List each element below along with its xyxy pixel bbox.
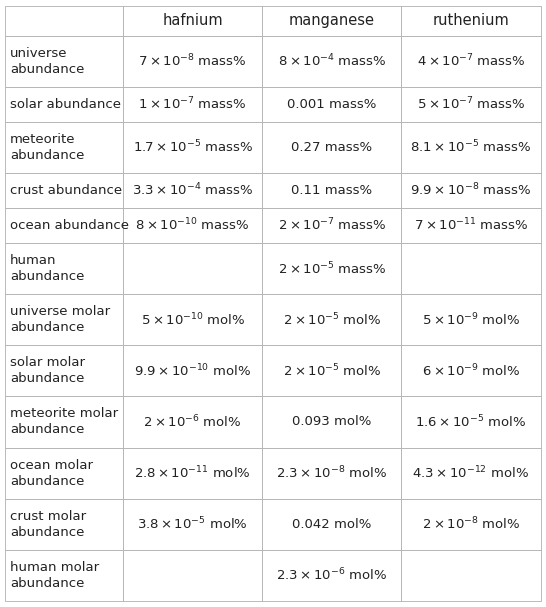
Bar [5, 498, 123, 550]
Bar [262, 173, 401, 208]
Text: ocean abundance: ocean abundance [10, 219, 129, 232]
Bar [5, 243, 123, 294]
Bar [262, 6, 401, 36]
Text: $2.8\times10^{-11}$ mol%: $2.8\times10^{-11}$ mol% [134, 465, 251, 481]
Text: hafnium: hafnium [162, 13, 223, 29]
Bar [123, 36, 262, 87]
Bar [401, 294, 541, 345]
Bar [401, 6, 541, 36]
Bar [262, 345, 401, 396]
Bar [123, 87, 262, 122]
Text: ocean molar
abundance: ocean molar abundance [10, 458, 93, 487]
Text: $2\times10^{-5}$ mass%: $2\times10^{-5}$ mass% [277, 260, 386, 277]
Text: $2\times10^{-5}$ mol%: $2\times10^{-5}$ mol% [283, 362, 381, 379]
Bar [5, 87, 123, 122]
Bar [5, 6, 123, 36]
Text: $8\times10^{-4}$ mass%: $8\times10^{-4}$ mass% [277, 53, 386, 70]
Bar [5, 36, 123, 87]
Bar [262, 498, 401, 550]
Text: $7\times10^{-8}$ mass%: $7\times10^{-8}$ mass% [139, 53, 247, 70]
Bar [262, 87, 401, 122]
Text: $3.8\times10^{-5}$ mol%: $3.8\times10^{-5}$ mol% [138, 516, 248, 532]
Text: 0.11 mass%: 0.11 mass% [292, 184, 372, 197]
Bar [262, 447, 401, 498]
Text: solar molar
abundance: solar molar abundance [10, 356, 85, 385]
Bar [262, 396, 401, 447]
Bar [123, 447, 262, 498]
Text: $3.3\times10^{-4}$ mass%: $3.3\times10^{-4}$ mass% [132, 182, 253, 198]
Bar [262, 208, 401, 243]
Bar [401, 447, 541, 498]
Text: meteorite
abundance: meteorite abundance [10, 133, 84, 162]
Bar [401, 243, 541, 294]
Text: 0.042 mol%: 0.042 mol% [292, 518, 371, 531]
Bar [401, 173, 541, 208]
Text: manganese: manganese [289, 13, 375, 29]
Bar [5, 208, 123, 243]
Bar [123, 345, 262, 396]
Bar [123, 243, 262, 294]
Text: human
abundance: human abundance [10, 254, 84, 283]
Text: $2\times10^{-7}$ mass%: $2\times10^{-7}$ mass% [277, 217, 386, 234]
Bar [123, 208, 262, 243]
Text: universe
abundance: universe abundance [10, 47, 84, 76]
Text: $2\times10^{-8}$ mol%: $2\times10^{-8}$ mol% [422, 516, 520, 532]
Text: $2.3\times10^{-8}$ mol%: $2.3\times10^{-8}$ mol% [276, 465, 388, 481]
Bar [123, 498, 262, 550]
Text: $9.9\times10^{-8}$ mass%: $9.9\times10^{-8}$ mass% [411, 182, 532, 198]
Text: $4\times10^{-7}$ mass%: $4\times10^{-7}$ mass% [417, 53, 525, 70]
Text: $1.7\times10^{-5}$ mass%: $1.7\times10^{-5}$ mass% [133, 139, 253, 155]
Bar [401, 498, 541, 550]
Text: $4.3\times10^{-12}$ mol%: $4.3\times10^{-12}$ mol% [412, 465, 530, 481]
Bar [5, 396, 123, 447]
Bar [123, 6, 262, 36]
Text: crust molar
abundance: crust molar abundance [10, 510, 86, 539]
Bar [262, 550, 401, 601]
Text: crust abundance: crust abundance [10, 184, 122, 197]
Text: $6\times10^{-9}$ mol%: $6\times10^{-9}$ mol% [422, 362, 520, 379]
Bar [262, 36, 401, 87]
Bar [5, 447, 123, 498]
Text: $7\times10^{-11}$ mass%: $7\times10^{-11}$ mass% [414, 217, 528, 234]
Text: $2\times10^{-6}$ mol%: $2\times10^{-6}$ mol% [144, 413, 242, 430]
Text: ruthenium: ruthenium [432, 13, 509, 29]
Bar [262, 294, 401, 345]
Text: meteorite molar
abundance: meteorite molar abundance [10, 407, 118, 436]
Text: 0.27 mass%: 0.27 mass% [292, 141, 372, 154]
Text: $2\times10^{-5}$ mol%: $2\times10^{-5}$ mol% [283, 311, 381, 328]
Text: 0.001 mass%: 0.001 mass% [287, 98, 377, 111]
Text: $5\times10^{-7}$ mass%: $5\times10^{-7}$ mass% [417, 96, 525, 113]
Text: $8.1\times10^{-5}$ mass%: $8.1\times10^{-5}$ mass% [411, 139, 532, 155]
Bar [5, 173, 123, 208]
Bar [401, 208, 541, 243]
Text: human molar
abundance: human molar abundance [10, 561, 99, 590]
Bar [401, 87, 541, 122]
Bar [401, 396, 541, 447]
Text: $1.6\times10^{-5}$ mol%: $1.6\times10^{-5}$ mol% [416, 413, 526, 430]
Bar [5, 294, 123, 345]
Text: $8\times10^{-10}$ mass%: $8\times10^{-10}$ mass% [135, 217, 250, 234]
Bar [123, 294, 262, 345]
Text: $2.3\times10^{-6}$ mol%: $2.3\times10^{-6}$ mol% [276, 567, 388, 584]
Text: $9.9\times10^{-10}$ mol%: $9.9\times10^{-10}$ mol% [134, 362, 251, 379]
Bar [401, 36, 541, 87]
Bar [123, 173, 262, 208]
Bar [5, 345, 123, 396]
Text: $5\times10^{-10}$ mol%: $5\times10^{-10}$ mol% [140, 311, 245, 328]
Text: 0.093 mol%: 0.093 mol% [292, 415, 371, 429]
Text: $5\times10^{-9}$ mol%: $5\times10^{-9}$ mol% [422, 311, 520, 328]
Text: solar abundance: solar abundance [10, 98, 121, 111]
Bar [5, 550, 123, 601]
Bar [401, 550, 541, 601]
Bar [123, 550, 262, 601]
Bar [401, 122, 541, 173]
Bar [401, 345, 541, 396]
Bar [262, 243, 401, 294]
Bar [123, 122, 262, 173]
Bar [262, 122, 401, 173]
Text: $1\times10^{-7}$ mass%: $1\times10^{-7}$ mass% [139, 96, 247, 113]
Bar [5, 122, 123, 173]
Bar [123, 396, 262, 447]
Text: universe molar
abundance: universe molar abundance [10, 305, 110, 334]
